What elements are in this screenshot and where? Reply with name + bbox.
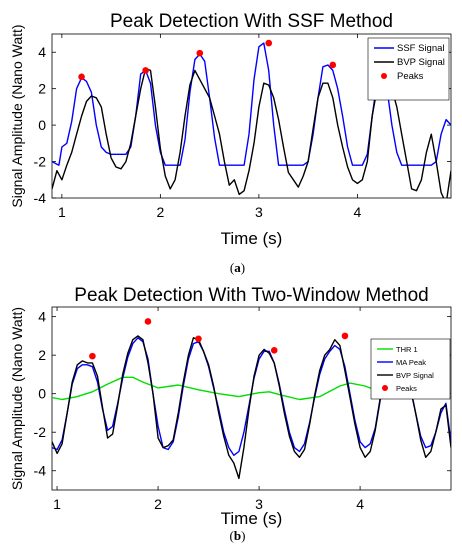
y-tick-label: 0 (38, 386, 46, 402)
chart-a: Peak Detection With SSF Method -4 -2 0 2 4 1 2 3… (9, 11, 452, 275)
legend-entry-label: SSF Signal (397, 43, 445, 54)
plot-area (51, 306, 452, 491)
legend-entry-label: Peaks (397, 71, 424, 82)
x-tick-label: 4 (356, 496, 364, 512)
legend-swatch-dot (382, 385, 388, 391)
x-tick-label: 4 (354, 204, 362, 220)
peak-point (89, 352, 96, 360)
peak-point (341, 332, 349, 340)
peak-point (196, 49, 204, 57)
x-tick-label: 3 (255, 496, 263, 512)
legend: SSF Signal BVP Signal Peaks (367, 37, 450, 101)
figure-caption: (a) (230, 260, 245, 275)
caption-letter: a (234, 260, 241, 275)
legend-entry-label: MA Peak (396, 358, 426, 367)
y-tick-label: -2 (34, 424, 47, 440)
x-tick-label: 3 (255, 204, 263, 220)
chart-b: Peak Detection With Two-Window Method -4 -… (9, 285, 452, 543)
y-axis-label: Signal Amplitude (Nano Watt) (9, 307, 25, 490)
peak-point (265, 39, 273, 47)
legend-entry-label: THR 1 (396, 345, 418, 354)
chart-title: Peak Detection With Two-Window Method (74, 285, 428, 306)
y-tick-label: 2 (38, 347, 46, 363)
x-tick-label: 2 (156, 204, 164, 220)
peak-point (195, 335, 202, 343)
caption-close: ) (241, 260, 245, 275)
legend: THR 1 MA Peak BVP Signal Peaks (370, 338, 451, 400)
peak-point (270, 347, 278, 354)
peak-point (329, 61, 337, 69)
peak-point (78, 73, 85, 81)
y-tick-label: 2 (38, 81, 46, 97)
legend-entry-label: BVP Signal (396, 371, 434, 380)
y-tick-label: 4 (38, 309, 46, 325)
legend-entry-label: Peaks (396, 384, 417, 393)
peak-point (142, 67, 149, 74)
legend-entry-label: BVP Signal (397, 57, 445, 68)
y-tick-label: 0 (38, 117, 46, 133)
caption-open: ( (230, 528, 234, 543)
caption-letter: b (234, 528, 241, 543)
caption-close: ) (241, 528, 245, 543)
caption-open: ( (230, 260, 234, 275)
y-tick-label: -4 (34, 190, 47, 206)
figure-caption: (b) (230, 528, 246, 543)
y-axis-label: Signal Amplitude (Nano Watt) (9, 24, 25, 207)
peak-point (144, 318, 152, 325)
x-axis-label: Time (s) (221, 509, 283, 528)
x-axis-label: Time (s) (221, 229, 283, 248)
x-tick-label: 1 (53, 496, 61, 512)
chart-title: Peak Detection With SSF Method (110, 11, 393, 32)
y-tick-label: -4 (34, 463, 47, 479)
y-tick-label: 4 (38, 44, 46, 60)
y-tick-label: -2 (34, 154, 47, 170)
x-tick-label: 2 (154, 496, 162, 512)
plot-area (51, 33, 452, 199)
x-tick-label: 1 (58, 204, 66, 220)
legend-swatch-dot (381, 73, 387, 79)
